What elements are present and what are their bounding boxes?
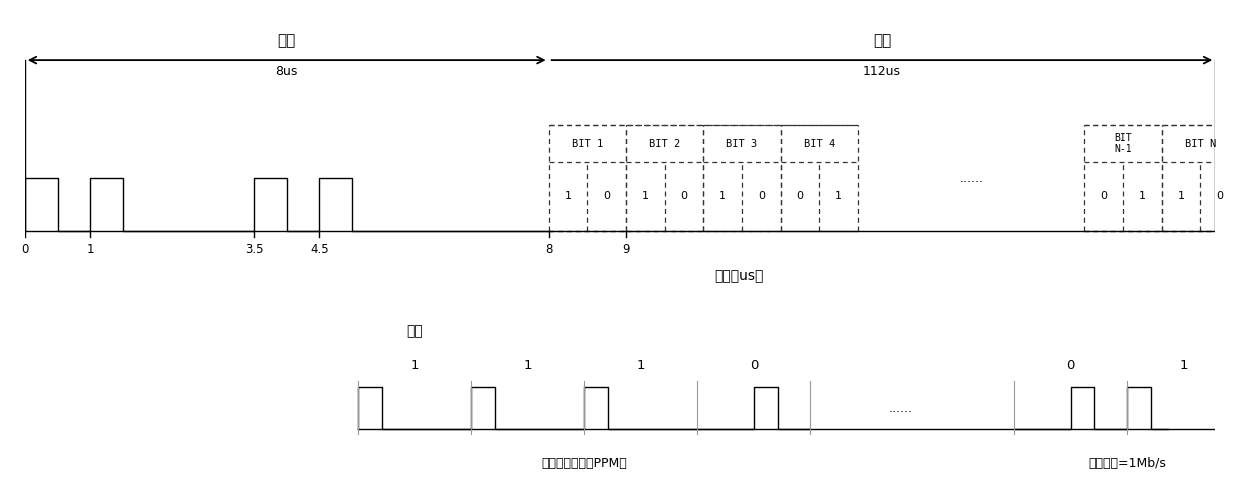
Text: BIT 4: BIT 4	[804, 138, 835, 148]
Text: 8us: 8us	[275, 65, 298, 78]
Text: 脉冲位置编码（PPM）: 脉冲位置编码（PPM）	[542, 457, 627, 470]
Text: 0: 0	[750, 360, 758, 372]
Text: BIT 3: BIT 3	[727, 138, 758, 148]
Text: 0: 0	[796, 191, 804, 201]
Text: BIT 2: BIT 2	[649, 138, 681, 148]
Text: 报文: 报文	[873, 34, 892, 49]
Text: 1: 1	[1178, 191, 1184, 201]
Text: 0: 0	[21, 243, 29, 256]
Text: 1: 1	[836, 191, 842, 201]
Text: 0: 0	[758, 191, 765, 201]
Text: 示例: 示例	[407, 324, 423, 338]
Text: 1: 1	[1179, 360, 1188, 372]
Text: 0: 0	[681, 191, 687, 201]
Text: 4.5: 4.5	[310, 243, 329, 256]
Text: 112us: 112us	[863, 65, 901, 78]
Text: 1: 1	[1138, 191, 1146, 201]
Text: 报头: 报头	[278, 34, 296, 49]
Text: BIT 1: BIT 1	[572, 138, 603, 148]
Text: ......: ......	[960, 172, 983, 185]
Text: 通信速率=1Mb/s: 通信速率=1Mb/s	[1089, 457, 1166, 470]
Text: 1: 1	[642, 191, 649, 201]
Text: 0: 0	[1216, 191, 1223, 201]
Text: 1: 1	[564, 191, 572, 201]
Text: 0: 0	[603, 191, 610, 201]
Text: 1: 1	[719, 191, 727, 201]
Text: 9: 9	[622, 243, 630, 256]
Text: 时间（us）: 时间（us）	[714, 269, 764, 283]
Text: 0: 0	[1066, 360, 1075, 372]
Text: 1: 1	[410, 360, 419, 372]
Text: 1: 1	[87, 243, 94, 256]
Text: 1: 1	[523, 360, 532, 372]
Text: BIT N: BIT N	[1184, 138, 1216, 148]
Text: 3.5: 3.5	[244, 243, 263, 256]
Text: 1: 1	[636, 360, 645, 372]
Text: ......: ......	[889, 402, 913, 415]
Text: BIT
N-1: BIT N-1	[1114, 133, 1132, 154]
Text: 0: 0	[1100, 191, 1107, 201]
Text: 8: 8	[544, 243, 552, 256]
